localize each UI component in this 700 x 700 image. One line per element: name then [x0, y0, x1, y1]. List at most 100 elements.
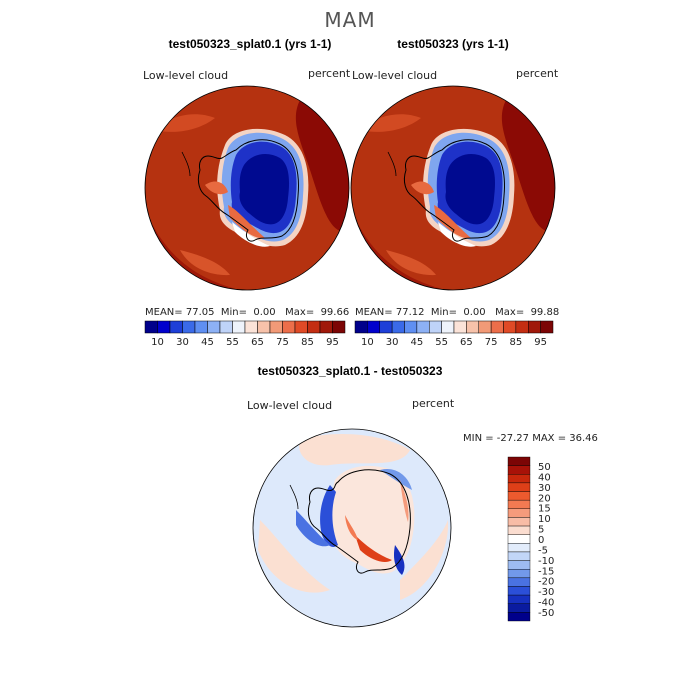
panel-1-colorbar-swatch: [182, 320, 196, 334]
panel-1-max-value: 99.66: [320, 307, 350, 318]
panel-2-colorbar-tick-label: 30: [386, 337, 399, 348]
panel-1-colorbar-tick-label: 30: [176, 337, 189, 348]
diff-colorbar-tick-label: -5: [538, 545, 548, 556]
panel-2-colorbar-tick-label: 75: [485, 337, 498, 348]
diff-colorbar-swatch: [507, 560, 531, 570]
panel-1-colorbar: 10 30 45 55 65 75 85 95: [144, 320, 346, 348]
diff-colorbar-tick-label: -50: [538, 608, 554, 619]
diff-panel-title: test050323_splat0.1 - test050323: [257, 364, 443, 378]
panel-1-colorbar-swatch: [332, 320, 346, 334]
diff-colorbar-tick-label: 5: [538, 525, 544, 536]
panel-1-max-label: Max=: [285, 307, 315, 318]
panel-1-colorbar-swatch: [194, 320, 208, 334]
panel-1-colorbar-tick-label: 10: [151, 337, 164, 348]
panel-1-colorbar-swatch: [307, 320, 321, 334]
panel-1-colorbar-swatch: [244, 320, 258, 334]
panel-2-mean-value: 77.12: [395, 307, 425, 318]
diff-colorbar-swatch: [507, 594, 531, 604]
diff-colorbar-tick-label: 10: [538, 514, 551, 525]
panel-1-mean-label: MEAN=: [145, 307, 183, 318]
panel-1-units: percent: [308, 67, 351, 80]
panel-1-colorbar-swatch: [169, 320, 183, 334]
panel-2-colorbar-swatch: [354, 320, 368, 334]
diff-colorbar-tick-label: 40: [538, 472, 551, 483]
diff-colorbar-tick-label: -10: [538, 556, 554, 567]
diff-colorbar-tick-label: -30: [538, 587, 554, 598]
panel-1-colorbar-swatch: [207, 320, 221, 334]
panel-1-polar-map: [144, 85, 350, 291]
panel-1-title: test050323_splat0.1 (yrs 1-1): [168, 37, 332, 51]
panel-2-colorbar-swatch: [490, 320, 504, 334]
diff-colorbar-tick-label: -40: [538, 598, 554, 609]
panel-1-colorbar-swatch: [219, 320, 233, 334]
panel-2-units: percent: [516, 67, 559, 80]
panel-2-colorbar-tick-label: 65: [460, 337, 473, 348]
panel-2-colorbar-swatch: [466, 320, 479, 334]
diff-colorbar-swatch: [507, 586, 531, 596]
diff-colorbar-swatch: [507, 491, 531, 501]
panel-1-stats: MEAN= 77.05 Min= 0.00 Max= 99.66: [145, 307, 349, 318]
panel-2-stats: MEAN= 77.12 Min= 0.00 Max= 99.88: [355, 307, 559, 318]
panel-1-colorbar-swatch: [282, 320, 296, 334]
panel-1-variable: Low-level cloud: [143, 69, 229, 82]
panel-2-colorbar-swatch: [528, 320, 541, 334]
panel-1-colorbar-tick-label: 95: [326, 337, 339, 348]
panel-1-colorbar-tick-label: 75: [276, 337, 289, 348]
diff-colorbar-swatch: [507, 456, 531, 466]
diff-colorbar-swatch: [507, 603, 531, 613]
panel-1-colorbar-tick-label: 55: [226, 337, 239, 348]
panel-1-colorbar-swatch: [257, 320, 271, 334]
panel-2-colorbar-swatch: [503, 320, 517, 334]
diff-colorbar-swatch: [507, 474, 531, 484]
panel-2-colorbar-tick-label: 10: [361, 337, 374, 348]
diff-polar-map: [252, 428, 452, 628]
panel-2-colorbar-swatch: [429, 320, 442, 334]
diff-colorbar-tick-label: -15: [538, 566, 554, 577]
panel-1-colorbar-swatch: [294, 320, 308, 334]
panel-2-colorbar-swatch: [416, 320, 430, 334]
panel-2-title: test050323 (yrs 1-1): [397, 37, 509, 51]
diff-colorbar-swatch: [507, 569, 531, 579]
diff-colorbar-tick-label: 50: [538, 462, 551, 473]
panel-2-max-value: 99.88: [530, 307, 560, 318]
panel-1-colorbar-swatch: [232, 320, 246, 334]
panel-1-min-value: 0.00: [253, 307, 276, 318]
panel-2-colorbar-swatch: [367, 320, 380, 334]
panel-1-colorbar-tick-label: 65: [251, 337, 264, 348]
diff-panel-units: percent: [412, 397, 455, 410]
diff-colorbar-swatch: [507, 517, 531, 527]
panel-2-colorbar-swatch: [391, 320, 405, 334]
diff-colorbar-swatch: [507, 482, 531, 492]
panel-1-min-label: Min=: [220, 307, 247, 318]
panel-2-variable: Low-level cloud: [352, 69, 438, 82]
panel-1-colorbar-swatch: [157, 320, 171, 334]
diff-colorbar-swatch: [507, 499, 531, 509]
diff-colorbar-swatch: [507, 577, 531, 587]
panel-2-colorbar-swatch: [441, 320, 455, 334]
diff-colorbar-swatch: [507, 508, 531, 518]
diff-colorbar-swatch: [507, 534, 531, 544]
panel-2-colorbar-tick-label: 45: [411, 337, 424, 348]
diff-colorbar-tick-label: 20: [538, 493, 551, 504]
panel-2-colorbar-tick-label: 85: [510, 337, 523, 348]
panel-2-min-label: Min=: [430, 307, 457, 318]
diff-colorbar-tick-label: 0: [538, 535, 544, 546]
panel-2-colorbar-swatch: [404, 320, 418, 334]
panel-2-colorbar-tick-label: 55: [435, 337, 448, 348]
panel-1-colorbar-swatch: [269, 320, 283, 334]
diff-colorbar-tick-label: 30: [538, 483, 551, 494]
diff-colorbar-swatch: [507, 551, 531, 561]
diff-panel-variable: Low-level cloud: [247, 399, 333, 412]
panel-2-min-value: 0.00: [463, 307, 486, 318]
diff-colorbar-swatch: [507, 525, 531, 535]
panel-2-polar-map: [350, 85, 556, 291]
diff-panel-stats: MIN = -27.27 MAX = 36.46: [463, 433, 598, 444]
panel-1-colorbar-tick-label: 45: [201, 337, 214, 348]
season-title: MAM: [324, 8, 376, 32]
panel-2-colorbar-swatch: [540, 320, 554, 334]
diff-colorbar-swatch: [507, 465, 531, 475]
panel-2-colorbar-swatch: [515, 320, 529, 334]
panel-2-colorbar-swatch: [453, 320, 467, 334]
diff-colorbar-tick-label: 15: [538, 504, 551, 515]
